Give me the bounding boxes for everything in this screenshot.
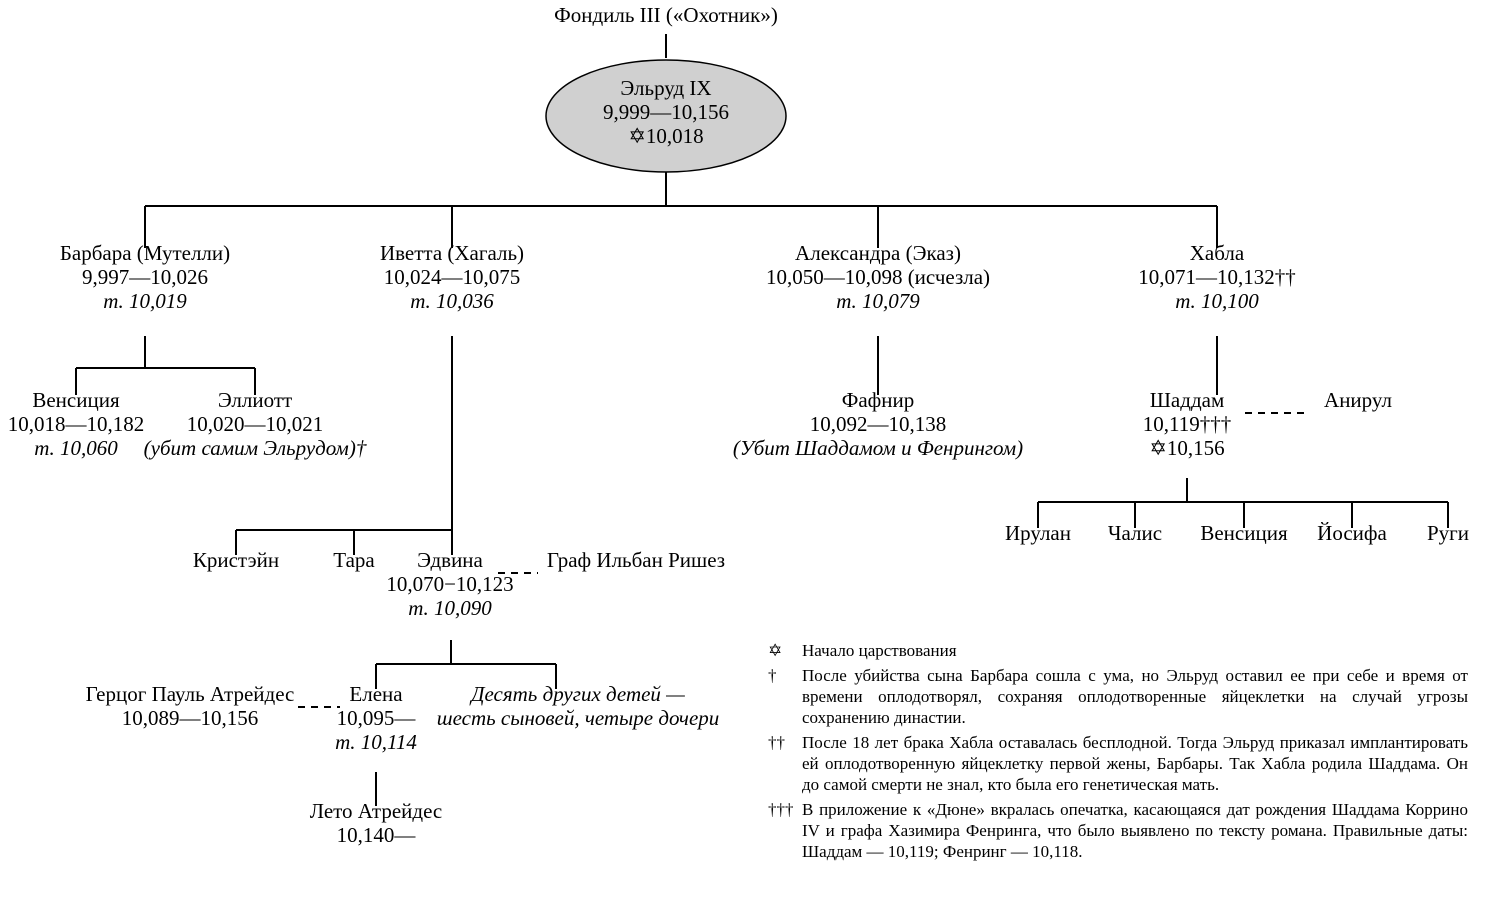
node-habla: Хабла10,071—10,132††m. 10,100 [1138,241,1296,313]
footnote-symbol: ††† [768,799,802,862]
footnote-text: Начало царствования [802,640,1468,661]
node-text-tara: Тара [333,548,375,572]
node-text-shaddam: Шаддам10,119†††✡10,156 [1143,388,1231,460]
footnote-symbol: ✡ [768,640,802,661]
footnotes: ✡Начало царствования†После убийства сына… [768,640,1468,918]
node-fondil: Фондиль III («Охотник») [554,3,778,27]
node-paul: Герцог Пауль Атрейдес10,089—10,156 [86,682,295,730]
footnote-symbol: † [768,665,802,728]
footnote-text: После 18 лет брака Хабла оставалась бесп… [802,732,1468,795]
node-fafnir: Фафнир10,092—10,138(Убит Шаддамом и Фенр… [733,388,1023,460]
family-tree: Фондиль III («Охотник»)Эльруд IX9,999—10… [0,0,1500,918]
node-text-paul: Герцог Пауль Атрейдес10,089—10,156 [86,682,295,730]
node-text-anirul: Анирул [1324,388,1392,412]
footnote-item: ††После 18 лет брака Хабла оставалась бе… [768,732,1468,795]
node-yvette: Иветта (Хагаль)10,024—10,075m. 10,036 [380,241,524,313]
node-leto: Лето Атрейдес10,140— [310,799,443,847]
node-tara: Тара [333,548,375,572]
node-text-edwina: Эдвина10,070−10,123m. 10,090 [386,548,513,620]
node-shaddam: Шаддам10,119†††✡10,156 [1143,388,1231,460]
node-text-yvette: Иветта (Хагаль)10,024—10,075m. 10,036 [380,241,524,313]
node-barbara: Барбара (Мутелли)9,997—10,026m. 10,019 [60,241,230,313]
node-text-fafnir: Фафнир10,092—10,138(Убит Шаддамом и Фенр… [733,388,1023,460]
node-ten: Десять других детей —шесть сыновей, четы… [437,682,720,730]
node-text-elliott: Эллиотт10,020—10,021(убит самим Эльрудом… [144,388,367,460]
footnote-text: В приложение к «Дюне» вкралась опечатка,… [802,799,1468,862]
node-text-leto: Лето Атрейдес10,140— [310,799,443,847]
node-irulan: Ирулан [1005,521,1071,545]
footnote-item: ✡Начало царствования [768,640,1468,661]
node-text-helena: Елена10,095—m. 10,114 [335,682,417,754]
node-elliott: Эллиотт10,020—10,021(убит самим Эльрудом… [144,388,367,460]
footnote-text: После убийства сына Барбара сошла с ума,… [802,665,1468,728]
node-anirul: Анирул [1324,388,1392,412]
node-helena: Елена10,095—m. 10,114 [335,682,417,754]
node-text-wensicia1: Венсиция10,018—10,182m. 10,060 [8,388,145,460]
node-text-wensicia2: Венсиция [1200,521,1288,545]
node-text-barbara: Барбара (Мутелли)9,997—10,026m. 10,019 [60,241,230,313]
node-text-chalis: Чалис [1108,521,1162,545]
node-text-rugi: Руги [1427,521,1469,545]
node-kristine: Кристэйн [193,548,279,572]
node-josifa: Йосифа [1317,521,1387,545]
node-rugi: Руги [1427,521,1469,545]
node-text-fondil: Фондиль III («Охотник») [554,3,778,27]
node-text-ten: Десять других детей —шесть сыновей, четы… [437,682,720,730]
node-ilban: Граф Ильбан Ришез [547,548,725,572]
node-text-habla: Хабла10,071—10,132††m. 10,100 [1138,241,1296,313]
node-text-alexandra: Александра (Эказ)10,050—10,098 (исчезла)… [766,241,990,313]
node-chalis: Чалис [1108,521,1162,545]
footnote-item: †После убийства сына Барбара сошла с ума… [768,665,1468,728]
node-edwina: Эдвина10,070−10,123m. 10,090 [386,548,513,620]
node-text-josifa: Йосифа [1317,521,1387,545]
node-text-kristine: Кристэйн [193,548,279,572]
node-text-irulan: Ирулан [1005,521,1071,545]
footnote-item: †††В приложение к «Дюне» вкралась опечат… [768,799,1468,862]
node-alexandra: Александра (Эказ)10,050—10,098 (исчезла)… [766,241,990,313]
node-wensicia1: Венсиция10,018—10,182m. 10,060 [8,388,145,460]
footnote-symbol: †† [768,732,802,795]
node-text-ilban: Граф Ильбан Ришез [547,548,725,572]
node-wensicia2: Венсиция [1200,521,1288,545]
